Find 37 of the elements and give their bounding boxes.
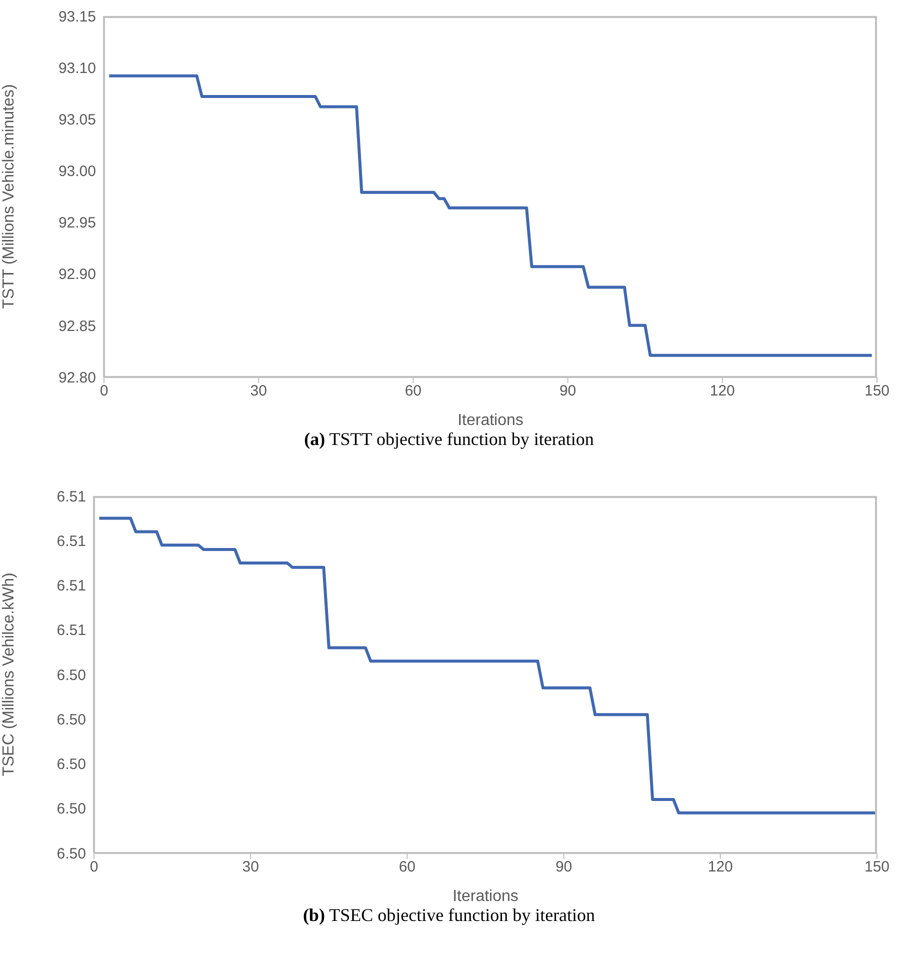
x-tick-label: 60 (398, 858, 416, 876)
x-tick-label: 150 (864, 858, 890, 876)
x-tick-label: 30 (242, 858, 259, 876)
x-tick-label: 0 (100, 382, 108, 400)
x-tick-label: 120 (708, 858, 733, 876)
y-tick-label: 92.80 (58, 369, 96, 386)
x-tick-label: 150 (864, 382, 890, 400)
y-tick-label: 93.05 (58, 111, 96, 128)
y-tick-label: 6.51 (56, 578, 86, 595)
y-tick-label: 93.00 (58, 163, 96, 180)
y-tick-label: 6.50 (56, 800, 86, 818)
y-tick-label: 6.51 (56, 532, 86, 550)
y-tick-label: 6.50 (56, 666, 86, 684)
line-series (108, 74, 874, 357)
y-tick-label: 92.95 (58, 214, 96, 232)
y-tick-label: 6.50 (56, 711, 86, 728)
y-tick-label: 92.90 (58, 266, 96, 284)
line-series (98, 516, 877, 814)
y-tick-label: 6.50 (56, 845, 86, 862)
y-tick-label: 6.51 (56, 488, 86, 506)
x-axis-title: Iterations (458, 412, 524, 429)
y-axis-title: TSEC (Millions Vehilce.kWh) (0, 572, 18, 776)
text: (b) TSEC objective function by iteration (302, 905, 596, 926)
y-tick-label: 93.15 (58, 8, 96, 26)
x-tick-label: 0 (90, 858, 98, 876)
x-tick-label: 90 (555, 858, 572, 876)
text: (a) TSTT objective function by iteration (303, 429, 595, 450)
y-tick-label: 92.85 (58, 318, 96, 335)
x-tick-label: 120 (710, 382, 735, 400)
x-tick-label: 90 (559, 382, 576, 400)
y-tick-label: 93.10 (58, 60, 96, 77)
y-tick-label: 6.50 (56, 756, 86, 774)
y-tick-label: 6.51 (56, 622, 86, 640)
x-axis-title: Iterations (452, 888, 518, 905)
x-tick-label: 30 (250, 382, 267, 400)
y-axis-title: TSTT (Millions Vehicle.minutes) (0, 84, 18, 309)
x-tick-label: 60 (404, 382, 422, 400)
